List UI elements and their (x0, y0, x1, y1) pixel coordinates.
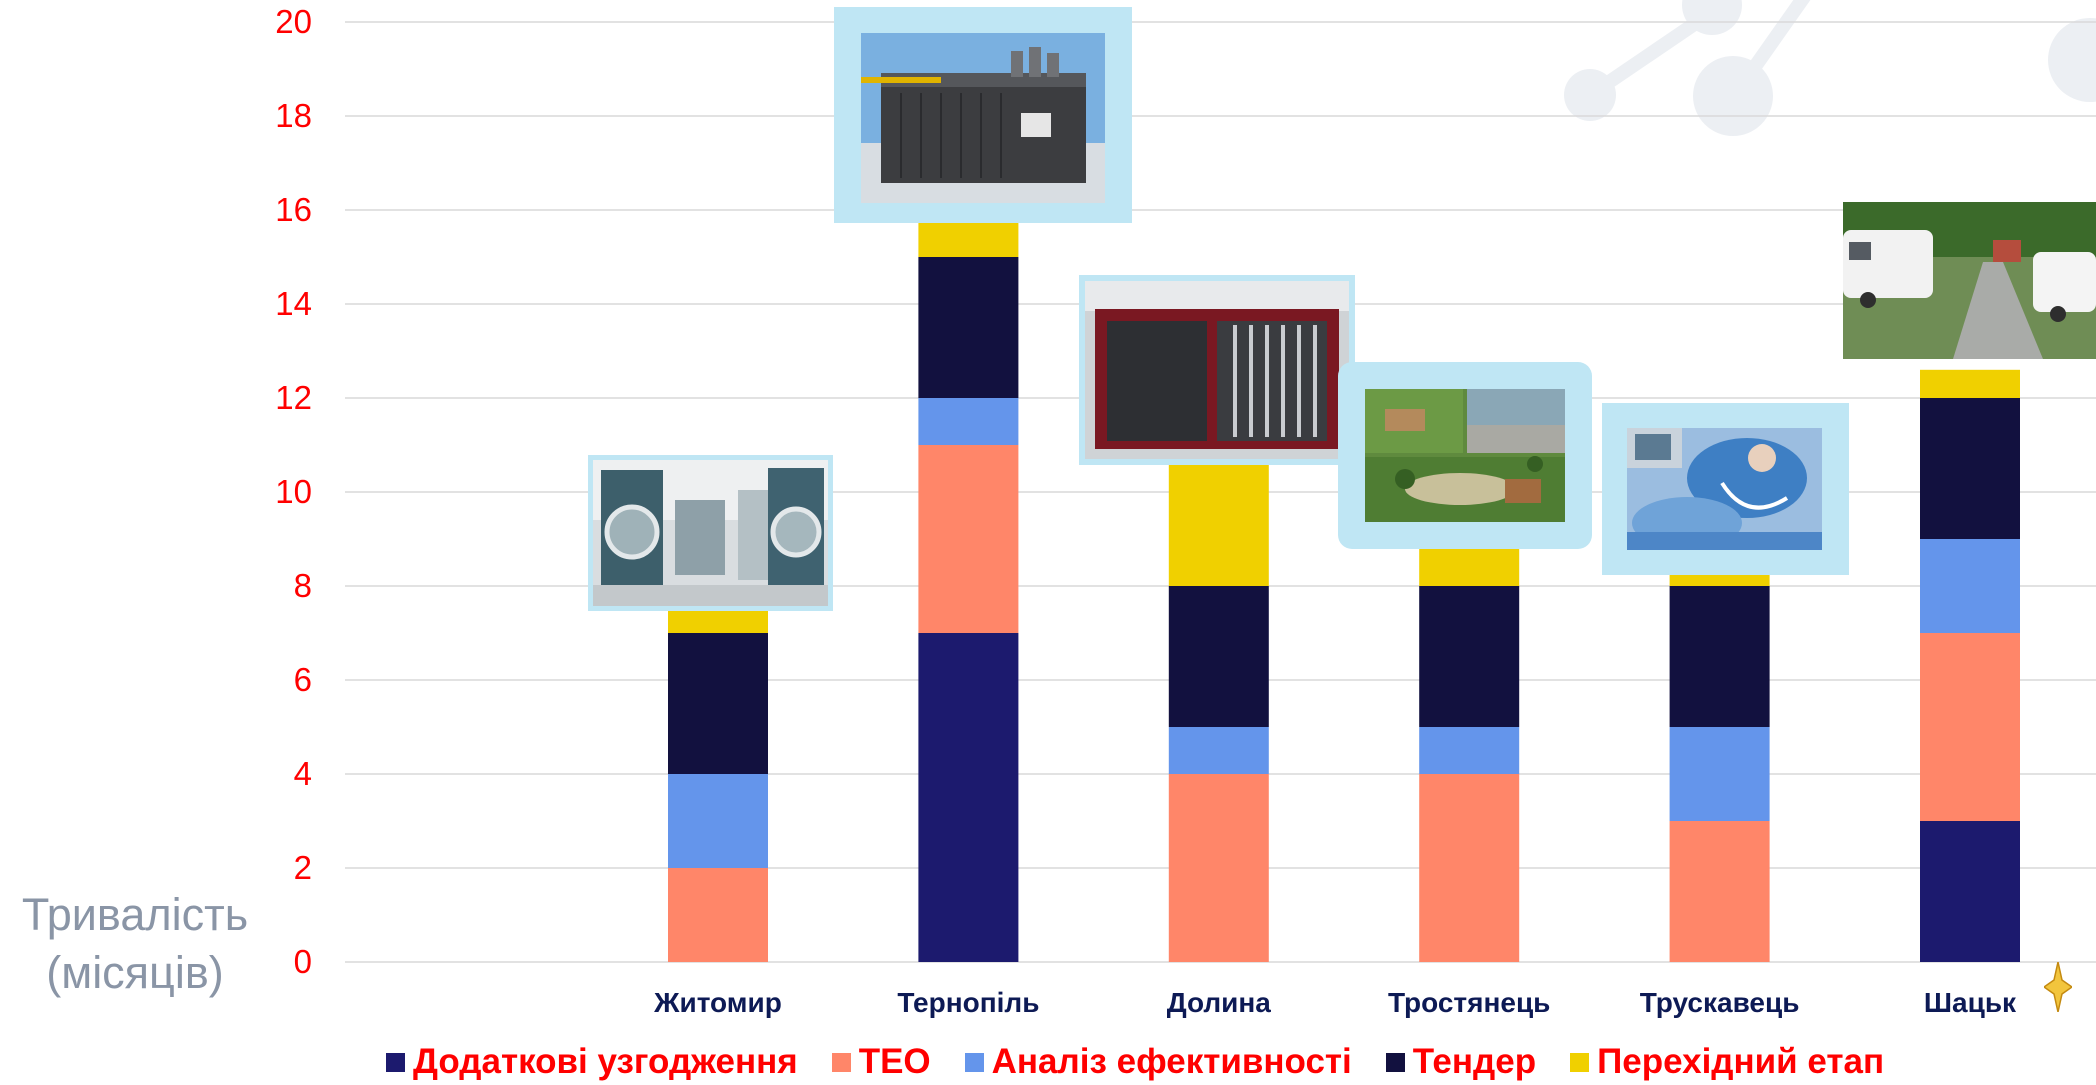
legend-swatch (831, 1052, 851, 1072)
bar-segment (918, 633, 1019, 962)
bar-segment (918, 221, 1019, 257)
x-tick-label: Тростянець (1388, 987, 1550, 1018)
bar-segment (1920, 821, 2020, 962)
photo-camper-park (1843, 202, 2096, 359)
y-tick-label: 18 (275, 97, 312, 134)
bar-segment (1168, 463, 1269, 586)
photo-generator-container (834, 7, 1132, 223)
bars (668, 221, 2020, 962)
x-tick-label: Трускавець (1640, 987, 1800, 1018)
y-tick-label: 8 (294, 567, 312, 604)
bar-segment (668, 868, 768, 962)
y-axis-label: Тривалість (місяців) (0, 886, 270, 1002)
legend-swatch (1570, 1052, 1590, 1072)
legend-swatch (386, 1052, 405, 1072)
bar-segment (918, 398, 1019, 445)
bar-segment (1920, 369, 2020, 398)
bar-segment (1669, 574, 1770, 586)
photo-park-plan (1338, 362, 1592, 549)
legend-label: Додаткові узгодження (413, 1042, 798, 1081)
legend-swatch (964, 1052, 984, 1072)
bar-segment (918, 445, 1019, 633)
photo-medical-procedure (1602, 403, 1849, 575)
bar-segment (668, 774, 768, 868)
legend-label: Перехідний етап (1597, 1042, 1885, 1081)
legend-label: Аналіз ефективності (991, 1042, 1352, 1081)
bar-segment (918, 257, 1019, 398)
bar-segment (668, 633, 768, 774)
y-tick-label: 2 (294, 849, 312, 886)
legend-item: Аналіз ефективності (964, 1042, 1352, 1082)
bar-segment (1669, 586, 1770, 727)
star-icon (2044, 962, 2072, 1012)
photo-laundry-machines (588, 455, 833, 611)
legend-swatch (1385, 1052, 1405, 1072)
legend-item: Перехідний етап (1570, 1042, 1884, 1082)
bar-segment (1168, 727, 1269, 774)
bar-segment (1920, 398, 2020, 539)
legend-label: Тендер (1412, 1042, 1537, 1081)
bar-segment (1669, 821, 1770, 962)
bar-segment (1920, 539, 2020, 633)
y-tick-label: 12 (275, 379, 312, 416)
y-tick-label: 16 (275, 191, 312, 228)
x-tick-label: Житомир (653, 987, 782, 1018)
photo-boiler-container (1079, 275, 1355, 465)
y-axis-ticks: 0 2 4 6 8 10 12 14 16 18 20 (275, 3, 312, 980)
bar-segment (1419, 727, 1520, 774)
x-tick-label: Шацьк (1924, 987, 2017, 1018)
y-tick-label: 14 (275, 285, 312, 322)
legend: Додаткові узгодження ТЕО Аналіз ефективн… (386, 1042, 1918, 1082)
y-tick-label: 4 (294, 755, 312, 792)
bar-segment (1419, 586, 1520, 727)
y-tick-label: 6 (294, 661, 312, 698)
y-tick-label: 0 (294, 943, 312, 980)
x-tick-label: Тернопіль (897, 987, 1039, 1018)
bar-segment (1168, 774, 1269, 962)
y-tick-label: 10 (275, 473, 312, 510)
x-axis-labels: Житомир Тернопіль Долина Тростянець Трускаве… (653, 987, 2017, 1018)
x-tick-label: Долина (1167, 987, 1272, 1018)
bar-segment (1669, 727, 1770, 821)
legend-item: Додаткові узгодження (386, 1042, 798, 1082)
legend-item: Тендер (1385, 1042, 1537, 1082)
bar-segment (1419, 774, 1520, 962)
bar-segment (668, 609, 768, 633)
legend-item: ТЕО (831, 1042, 931, 1082)
bar-segment (1168, 586, 1269, 727)
y-axis-label-line: Тривалість (21, 889, 249, 940)
bar-segment (1920, 633, 2020, 821)
legend-label: ТЕО (858, 1042, 931, 1081)
y-tick-label: 20 (275, 3, 312, 40)
y-axis-label-line: (місяців) (46, 947, 224, 998)
